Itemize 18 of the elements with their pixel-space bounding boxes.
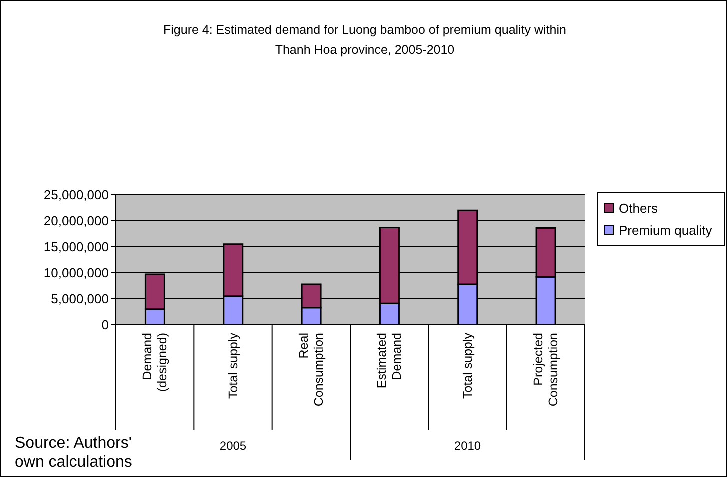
- y-tick-label: 5,000,000: [51, 292, 109, 307]
- y-tick-label: 25,000,000: [44, 188, 109, 203]
- x-tick-label: Estimated Demand: [375, 332, 404, 389]
- y-tick-label: 0: [102, 318, 109, 333]
- text: 2010: [454, 439, 482, 453]
- source-note: Source: Authors' own calculations: [15, 434, 134, 472]
- legend-label: Others: [619, 200, 658, 216]
- y-tick-label: 10,000,000: [44, 266, 109, 281]
- y-tick-label: 15,000,000: [44, 240, 109, 255]
- x-tick-label: Projected Consumption: [531, 332, 560, 407]
- x-tick-label: Demand (designed): [140, 332, 170, 392]
- x-tick-label: Total supply: [460, 332, 475, 400]
- chart-title: Figure 4: Estimated demand for Luong bamboo of premium quality within Thanh Hoa province, 2005-2010: [162, 22, 568, 59]
- text: 2005: [220, 439, 247, 453]
- x-tick-label: Total supply: [226, 332, 240, 400]
- y-tick-label: 20,000,000: [44, 214, 109, 229]
- x-tick-label: Real Consumption: [296, 332, 326, 407]
- legend-label: Premium quality: [619, 222, 712, 238]
